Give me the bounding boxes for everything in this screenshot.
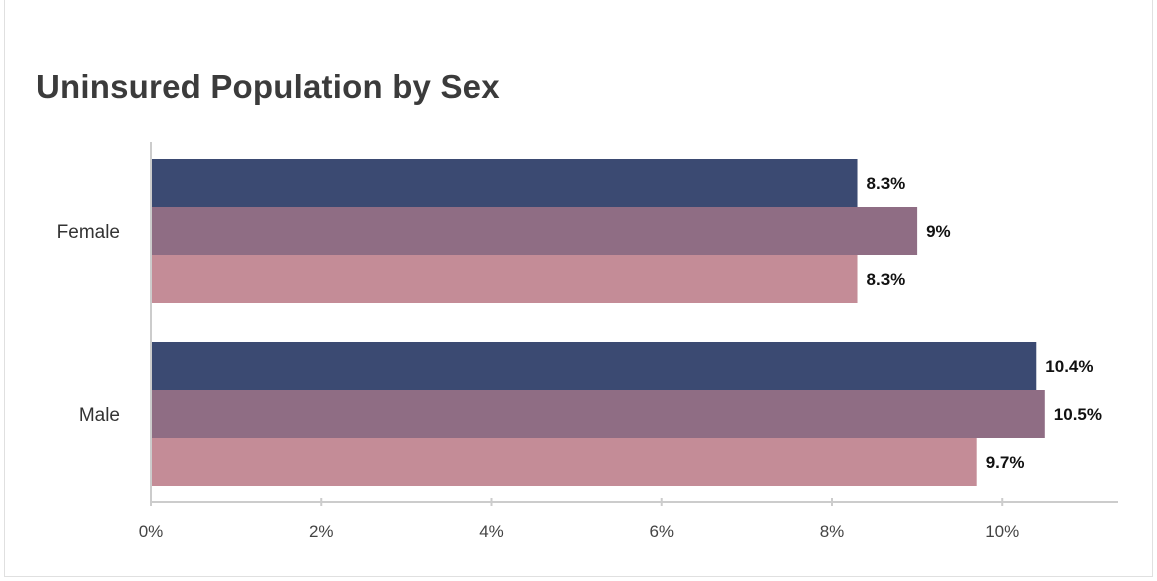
x-tick-label-2: 2%: [309, 522, 334, 541]
bar-male-1: [151, 342, 1036, 390]
bar-male-2: [151, 390, 1045, 438]
bar-female-2: [151, 207, 917, 255]
x-tick-label-8: 8%: [820, 522, 845, 541]
x-tick-label-0: 0%: [139, 522, 164, 541]
data-label-female-1: 8.3%: [867, 174, 906, 193]
category-label-male: Male: [79, 405, 120, 426]
data-label-female-2: 9%: [926, 222, 951, 241]
bar-female-1: [151, 159, 858, 207]
data-label-male-2: 10.5%: [1054, 405, 1102, 424]
data-label-female-3: 8.3%: [867, 270, 906, 289]
bar-male-3: [151, 438, 977, 486]
x-tick-label-10: 10%: [985, 522, 1019, 541]
data-label-male-3: 9.7%: [986, 453, 1025, 472]
data-label-male-1: 10.4%: [1045, 357, 1093, 376]
bar-female-3: [151, 255, 858, 303]
x-tick-label-6: 6%: [649, 522, 674, 541]
category-label-female: Female: [57, 222, 120, 243]
x-tick-label-4: 4%: [479, 522, 504, 541]
